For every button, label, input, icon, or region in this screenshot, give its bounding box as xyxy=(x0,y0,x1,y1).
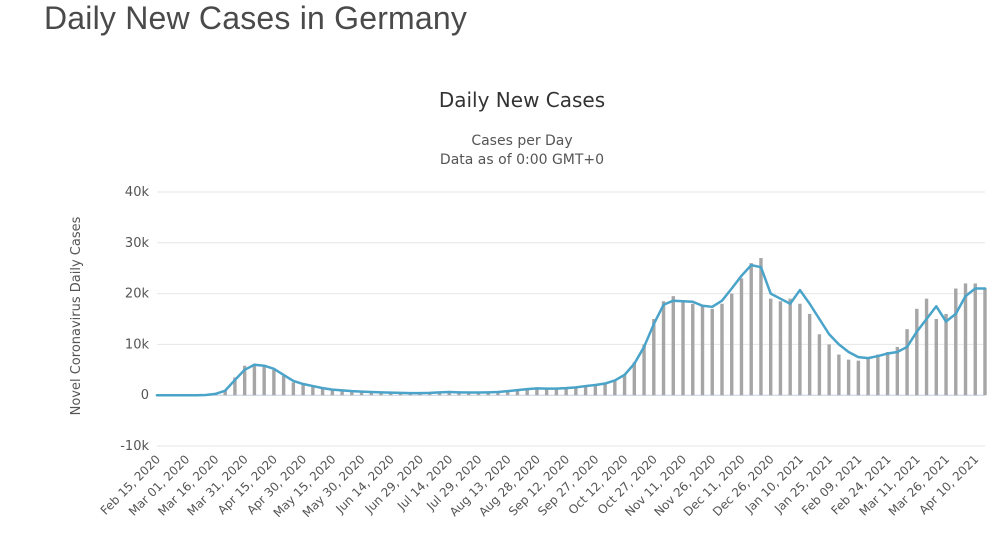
bar xyxy=(768,298,773,396)
bar xyxy=(983,288,987,396)
bar xyxy=(739,278,744,396)
bar xyxy=(457,392,461,396)
bars-layer xyxy=(155,258,987,396)
bar xyxy=(720,303,724,396)
bar xyxy=(895,346,900,396)
bar xyxy=(759,258,763,396)
bar xyxy=(467,392,471,396)
bar xyxy=(369,392,374,396)
bar xyxy=(603,384,607,396)
chart-subtitle-cases-per-day: Cases per Day xyxy=(471,133,572,149)
bar xyxy=(642,344,646,396)
y-tick-label: -10k xyxy=(120,439,149,454)
y-axis-title: Novel Coronavirus Daily Cases xyxy=(69,216,84,415)
bar xyxy=(486,392,490,396)
bar xyxy=(915,308,919,396)
bar xyxy=(223,390,227,396)
bar xyxy=(681,301,685,396)
bar xyxy=(710,308,714,396)
bar xyxy=(788,298,792,396)
bar xyxy=(963,283,968,396)
bar xyxy=(544,388,549,396)
bar xyxy=(350,391,354,396)
bar xyxy=(583,386,588,396)
bar xyxy=(924,298,929,396)
bar xyxy=(730,293,734,396)
bar xyxy=(574,387,578,396)
bar xyxy=(476,392,481,396)
y-tick-label: 10k xyxy=(125,337,150,352)
bar xyxy=(817,334,822,396)
bar xyxy=(778,301,783,396)
bar xyxy=(885,352,890,396)
bar xyxy=(905,329,909,396)
bar xyxy=(320,388,325,396)
bar xyxy=(242,365,247,396)
chart-title: Daily New Cases xyxy=(439,88,605,112)
bar xyxy=(496,392,500,396)
y-tick-label: 20k xyxy=(125,287,150,302)
y-tick-label: 40k xyxy=(125,185,150,200)
bar xyxy=(437,392,442,396)
bar xyxy=(749,263,753,396)
bar xyxy=(301,385,305,396)
bar xyxy=(798,303,802,396)
bar xyxy=(233,377,237,396)
moving-average-layer xyxy=(155,263,987,397)
bar xyxy=(291,382,296,396)
bar xyxy=(807,313,812,396)
bar xyxy=(311,387,315,396)
bar xyxy=(330,390,335,396)
moving-average-line xyxy=(155,263,987,397)
bar xyxy=(866,357,870,396)
bar xyxy=(272,369,276,396)
bar xyxy=(262,365,266,396)
bar xyxy=(379,392,383,396)
bar xyxy=(671,296,675,396)
bar xyxy=(447,391,451,396)
bar xyxy=(661,301,666,396)
y-tick-label: 0 xyxy=(141,388,149,403)
bar xyxy=(856,360,861,396)
chart-subtitle-data-as-of: Data as of 0:00 GMT+0 xyxy=(440,152,604,168)
bar xyxy=(934,319,938,396)
bar xyxy=(389,392,393,396)
bar xyxy=(700,306,705,396)
page-title: Daily New Cases in Germany xyxy=(44,0,468,36)
bar xyxy=(554,388,559,396)
bar xyxy=(652,319,656,396)
bar xyxy=(535,388,539,396)
bar xyxy=(340,390,344,396)
bar xyxy=(827,344,831,396)
bar xyxy=(515,390,520,396)
y-tick-label: 30k xyxy=(125,236,150,251)
bar xyxy=(632,362,637,396)
bar xyxy=(622,374,627,396)
bar xyxy=(944,313,948,396)
bar xyxy=(564,388,568,396)
bar xyxy=(593,385,598,396)
y-tick-labels: -10k 0 10k 20k 30k 40k xyxy=(120,185,149,454)
bar xyxy=(252,363,257,396)
grid-layer xyxy=(157,191,985,447)
bar xyxy=(505,391,510,396)
bar xyxy=(281,375,286,396)
bar xyxy=(837,354,841,396)
bar xyxy=(359,391,364,396)
bar xyxy=(613,380,617,396)
bar xyxy=(876,354,880,396)
bar xyxy=(525,389,529,396)
bar xyxy=(846,359,851,396)
bar xyxy=(973,283,977,396)
bar xyxy=(954,288,958,396)
bar xyxy=(691,303,695,396)
